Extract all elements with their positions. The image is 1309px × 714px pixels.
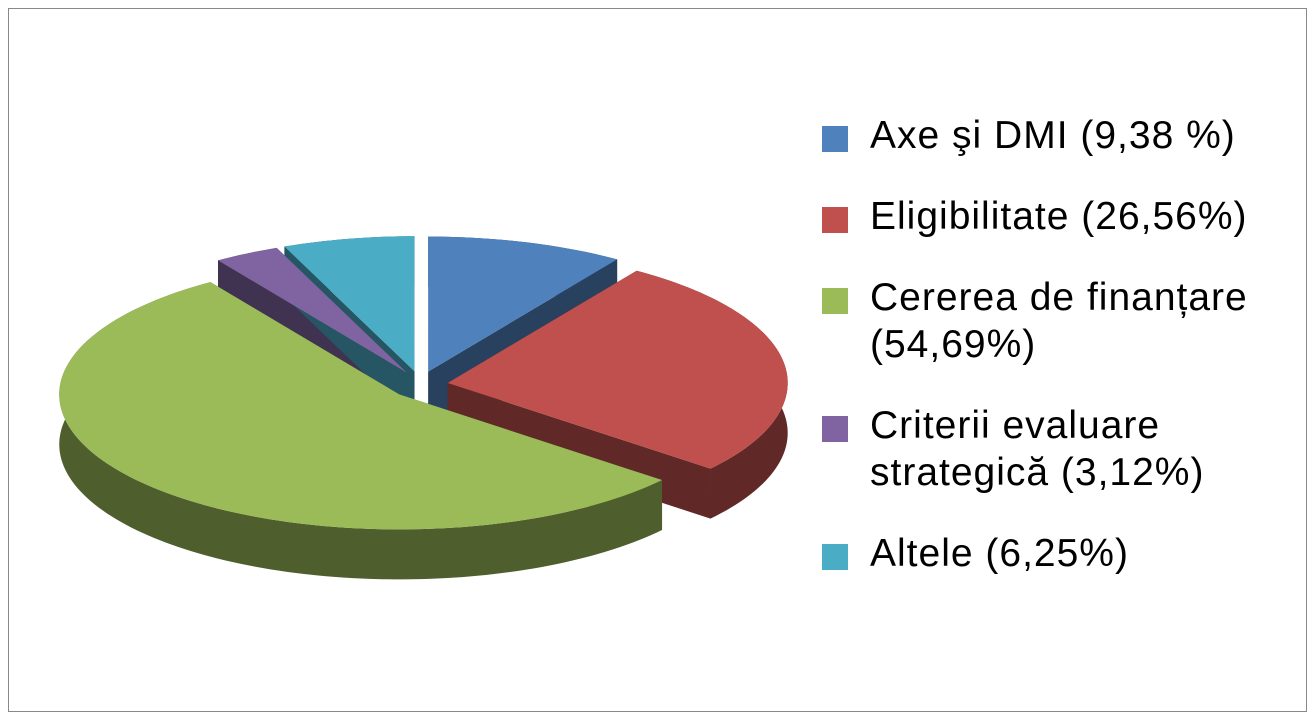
slice-outer-side	[59, 282, 663, 580]
slice	[284, 236, 415, 372]
chart-frame	[8, 8, 1307, 712]
legend-label: Eligibilitate (26,56%)	[870, 195, 1248, 238]
legend-item: Altele (6,25%)	[822, 530, 1280, 577]
legend-item: Cererea de finanțare (54,69%)	[822, 274, 1280, 368]
legend-item: Axe şi DMI (9,38 %)	[822, 112, 1280, 159]
legend-item: Criterii evaluare strategică (3,12%)	[822, 402, 1280, 496]
slice	[428, 236, 618, 372]
legend-swatch	[822, 544, 848, 570]
legend-item: Eligibilitate (26,56%)	[822, 193, 1280, 240]
legend: Axe şi DMI (9,38 %) Eligibilitate (26,56%…	[822, 112, 1302, 611]
legend-label: Altele (6,25%)	[870, 532, 1129, 575]
legend-label: Criterii evaluare strategică (3,12%)	[870, 404, 1205, 494]
tops	[59, 236, 788, 530]
legend-swatch	[822, 416, 848, 442]
slice	[447, 270, 788, 469]
legend-swatch	[822, 207, 848, 233]
slice	[59, 282, 663, 530]
legend-label: Axe şi DMI (9,38 %)	[870, 114, 1236, 157]
legend-swatch	[822, 126, 848, 152]
legend-label: Cererea de finanțare (54,69%)	[870, 276, 1248, 366]
legend-swatch	[822, 288, 848, 314]
slice	[217, 247, 407, 373]
